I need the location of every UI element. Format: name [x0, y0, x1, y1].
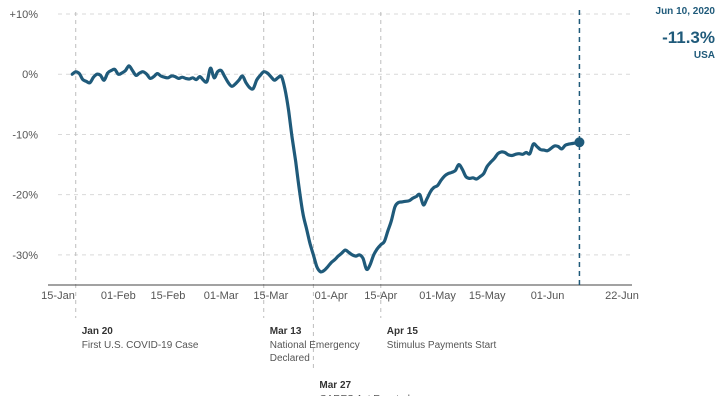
annotation-text: First U.S. COVID-19 Case: [82, 340, 199, 351]
annotation-text: Stimulus Payments Start: [387, 340, 497, 351]
annotation-date: Mar 13: [270, 326, 302, 337]
annotation-date: Mar 27: [319, 380, 351, 391]
annotation-text: CARES Act Enacted: [319, 394, 410, 396]
x-tick-label: 22-Jun: [605, 290, 639, 302]
y-tick-label: 0%: [22, 69, 38, 81]
series-line: [70, 64, 581, 274]
y-tick-label: +10%: [10, 9, 39, 21]
x-tick-label: 15-Apr: [364, 290, 397, 302]
annotation-date: Apr 15: [387, 326, 419, 337]
x-tick-label: 01-Apr: [315, 290, 348, 302]
annotation-text: Declared: [270, 353, 310, 364]
readout-region: USA: [693, 50, 715, 61]
y-tick-label: -20%: [12, 190, 38, 202]
annotation-date: Jan 20: [82, 326, 114, 337]
annotation-text: National Emergency: [270, 340, 360, 351]
x-tick-label: 01-Jun: [531, 290, 565, 302]
readout-date: Jun 10, 2020: [655, 6, 715, 17]
x-tick-label: 15-Jan: [41, 290, 75, 302]
x-tick-label: 01-May: [419, 290, 456, 302]
x-tick-label: 15-Feb: [151, 290, 186, 302]
x-tick-label: 01-Feb: [101, 290, 136, 302]
highlight-point[interactable]: [574, 137, 585, 148]
y-tick-label: -30%: [12, 250, 38, 262]
x-tick-label: 15-May: [469, 290, 506, 302]
readout-value: -11.3%: [662, 28, 715, 47]
x-tick-label: 01-Mar: [204, 290, 239, 302]
x-tick-label: 15-Mar: [253, 290, 288, 302]
y-tick-label: -10%: [12, 129, 38, 141]
